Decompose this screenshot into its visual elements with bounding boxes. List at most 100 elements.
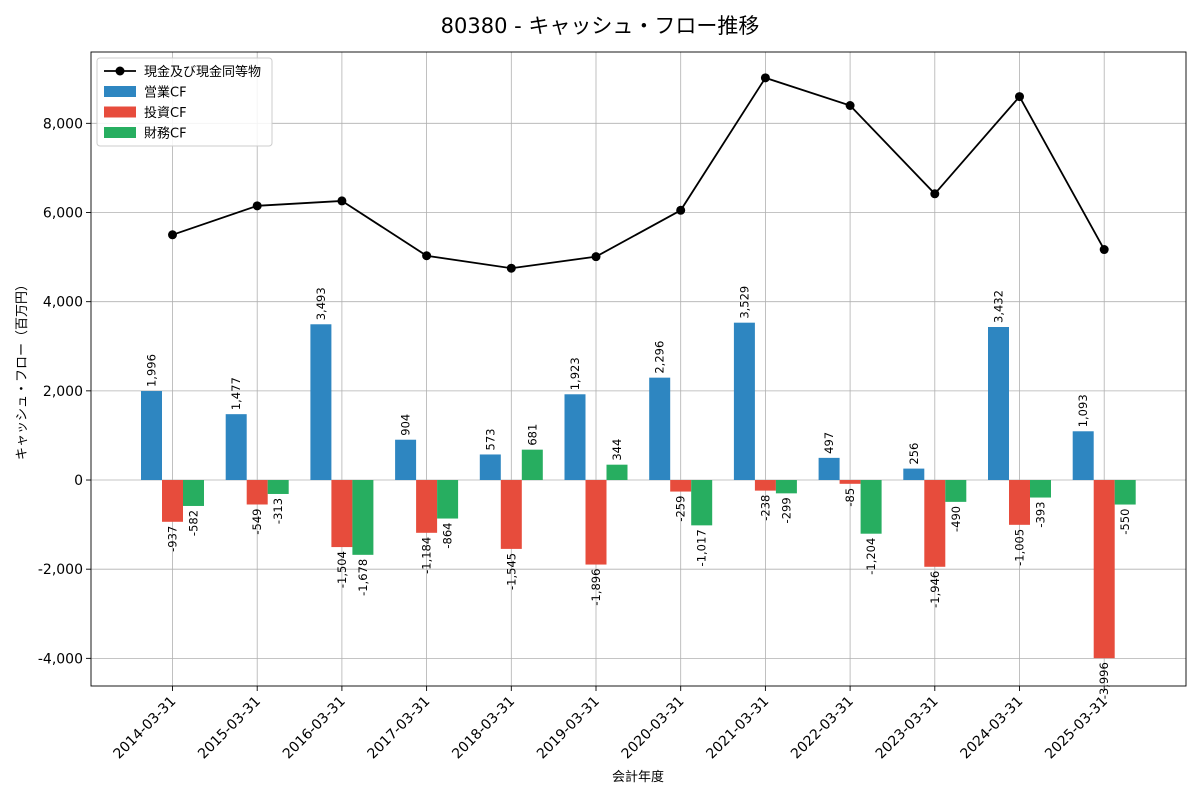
bar — [1009, 480, 1030, 525]
bar-value-label: 497 — [822, 432, 836, 454]
legend-label: 投資CF — [144, 105, 187, 121]
cash-line — [168, 73, 1109, 273]
bar — [1072, 431, 1094, 481]
bar — [860, 480, 882, 534]
legend-swatch — [104, 86, 136, 97]
y-tick-label: 6,000 — [43, 206, 83, 222]
bar — [945, 480, 967, 502]
bar — [775, 480, 797, 494]
bar — [225, 414, 247, 481]
grid — [91, 52, 1186, 686]
bar-value-label: -1,678 — [356, 559, 370, 596]
bar-value-label: -937 — [166, 526, 180, 552]
bar — [924, 480, 946, 567]
bar — [331, 480, 353, 548]
y-axis-label: キャッシュ・フロー（百万円） — [15, 278, 30, 460]
bar — [310, 324, 332, 481]
bar-value-label: -864 — [441, 523, 455, 549]
cash-line-point — [337, 196, 347, 206]
bar-value-label: -550 — [1118, 509, 1132, 535]
bar — [521, 449, 543, 481]
y-tick-label: -4,000 — [38, 651, 83, 667]
y-tick-label: 0 — [74, 473, 83, 489]
bar-value-label: -1,184 — [420, 537, 434, 574]
bar-value-label: 2,296 — [653, 341, 667, 374]
x-tick-label: 2022-03-31 — [788, 694, 857, 763]
plot-frame — [90, 51, 1187, 687]
bar — [267, 480, 289, 494]
bar — [988, 327, 1009, 481]
legend-swatch — [104, 127, 136, 138]
bar — [246, 480, 268, 505]
y-tick-label: 2,000 — [43, 384, 83, 400]
bars — [141, 322, 1136, 659]
bar-value-label: -1,504 — [335, 551, 349, 588]
cash-line-point — [845, 101, 855, 111]
bar-value-label: -1,005 — [1013, 529, 1027, 566]
bar — [352, 480, 374, 555]
legend-label: 財務CF — [144, 127, 187, 142]
cash-line-point — [676, 205, 686, 215]
x-tick-label: 2024-03-31 — [957, 694, 1026, 763]
bar-value-label: -238 — [758, 495, 772, 521]
bar — [1093, 480, 1115, 659]
y-tick-label: -2,000 — [38, 562, 83, 578]
cash-line-point — [930, 189, 940, 199]
x-tick-label: 2023-03-31 — [873, 694, 942, 763]
cash-line-point — [422, 251, 432, 261]
bar — [733, 322, 755, 481]
bar — [606, 464, 628, 481]
bar — [183, 480, 204, 506]
legend-box — [96, 57, 273, 147]
bar — [839, 480, 861, 484]
bar-value-label: -1,545 — [504, 553, 518, 590]
cash-line-point — [1015, 92, 1024, 102]
bar-value-label: 3,493 — [314, 287, 328, 320]
bar-value-label: 344 — [610, 439, 624, 461]
bar-value-label: 1,923 — [568, 357, 582, 390]
bar — [479, 454, 501, 481]
bar-value-label: -1,204 — [864, 538, 878, 575]
bar — [395, 439, 417, 481]
bar — [416, 480, 438, 533]
bar-value-label: -299 — [779, 497, 793, 523]
cash-line-point — [506, 263, 516, 273]
bar-value-label: 681 — [525, 424, 539, 446]
bar-value-label: -259 — [674, 496, 688, 522]
bar-value-label: 3,529 — [737, 286, 751, 319]
y-tick-label: 8,000 — [43, 116, 83, 132]
cash-line-point — [168, 230, 177, 240]
bar — [818, 457, 840, 481]
bar — [564, 394, 586, 481]
bar — [670, 480, 692, 492]
bar — [754, 480, 776, 491]
bar-value-label: 1,093 — [1076, 394, 1090, 427]
x-tick-label: 2018-03-31 — [449, 694, 518, 763]
x-tick-label: 2021-03-31 — [703, 694, 772, 763]
bar-value-label: -393 — [1034, 502, 1048, 528]
bar — [141, 391, 162, 481]
bar — [691, 480, 713, 526]
legend-label: 営業CF — [144, 85, 187, 101]
x-tick-label: 2017-03-31 — [365, 694, 434, 763]
cash-line-point — [591, 252, 601, 262]
bar-value-label: 573 — [483, 429, 497, 451]
cash-line-point — [760, 73, 770, 83]
cash-line-point — [1099, 245, 1109, 255]
bar — [1114, 480, 1136, 505]
x-tick-label: 2016-03-31 — [280, 694, 349, 763]
bar — [162, 480, 183, 522]
bar-value-label: 3,432 — [992, 290, 1006, 323]
bar-labels: 1,996 1,477 3,493 904 573 1,923 2,296 3,529 497 2… — [145, 286, 1133, 700]
legend-marker — [115, 66, 125, 76]
bar — [585, 480, 607, 565]
bar — [1030, 480, 1051, 498]
bar-value-label: 904 — [399, 414, 413, 436]
bar-value-label: 1,477 — [229, 377, 243, 410]
x-tick-label: 2019-03-31 — [534, 694, 603, 763]
x-tick-label: 2015-03-31 — [195, 694, 264, 763]
bar-value-label: 1,996 — [145, 354, 159, 387]
bar — [437, 480, 459, 519]
bar — [903, 468, 925, 481]
